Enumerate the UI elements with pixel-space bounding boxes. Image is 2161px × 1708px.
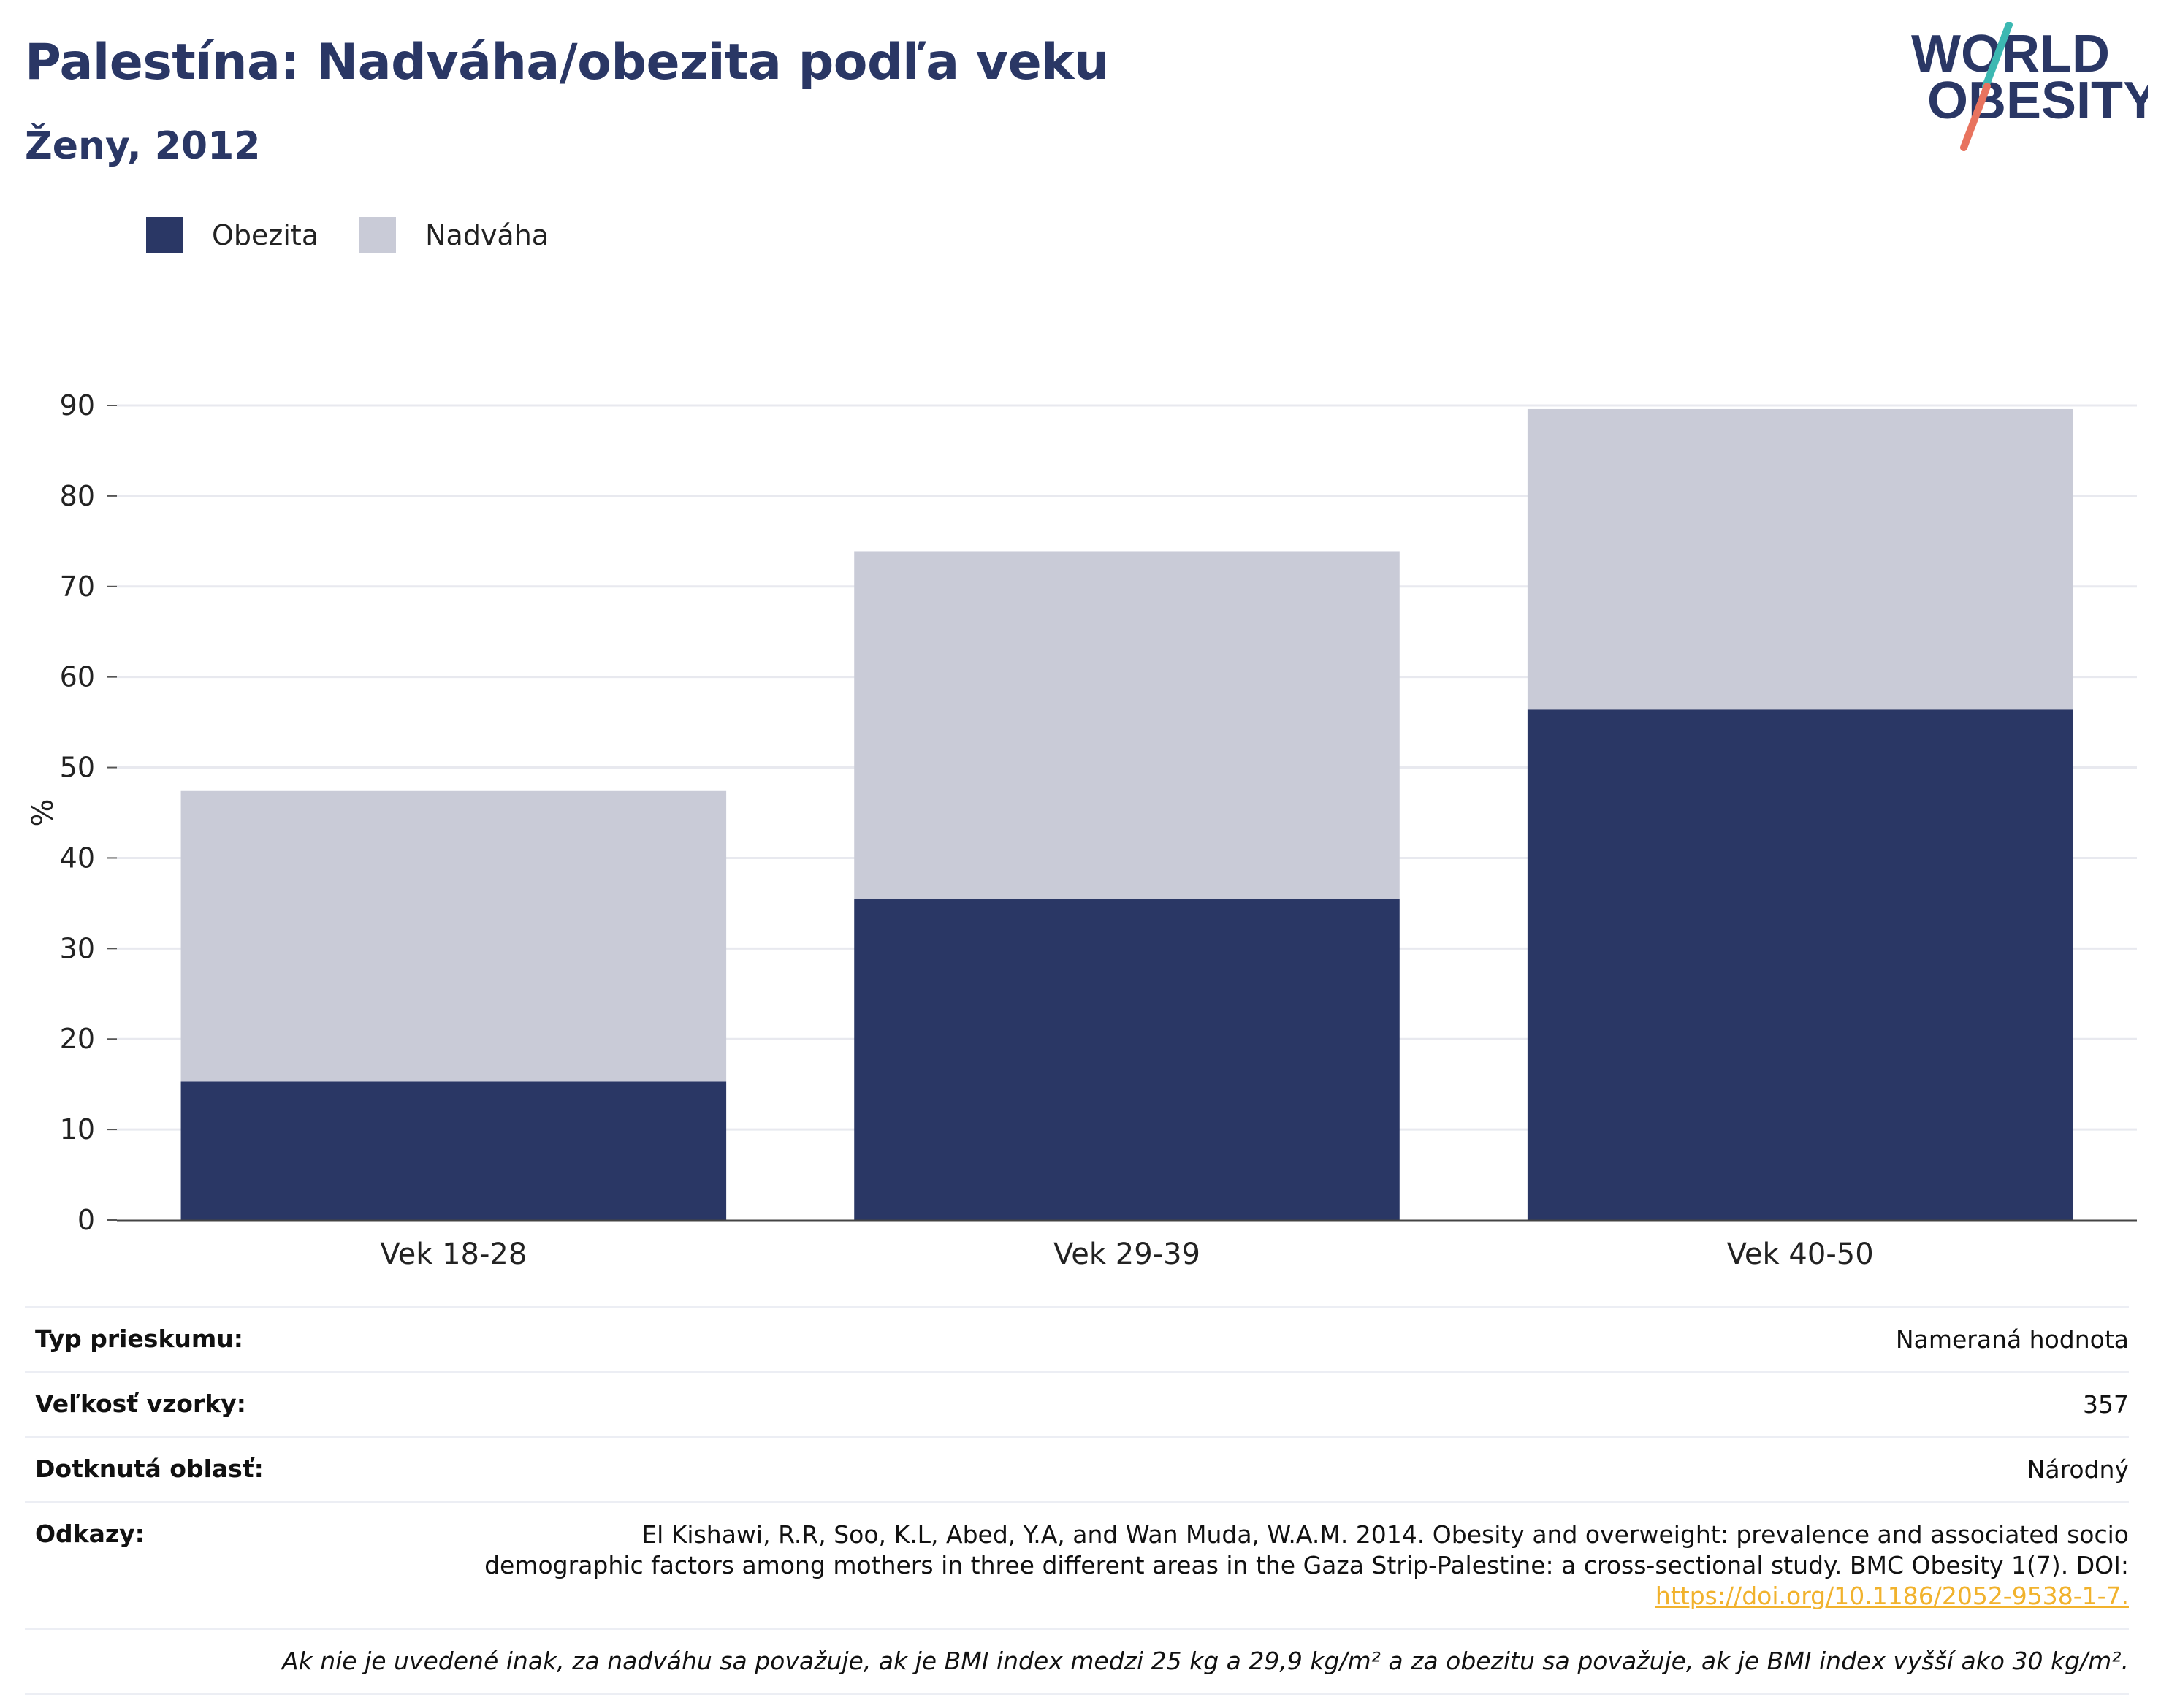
y-axis-label: % (26, 798, 60, 826)
y-tick-label: 90 (60, 389, 95, 422)
x-tick-label: Vek 29-39 (1053, 1238, 1200, 1271)
doi-link[interactable]: https://doi.org/10.1186/2052-9538-1-7. (1655, 1582, 2129, 1610)
references-value: El Kishawi, R.R, Soo, K.L, Abed, Y.A, an… (484, 1520, 2129, 1612)
survey-info-table: Typ prieskumu: Nameraná hodnota Veľkosť … (25, 1306, 2129, 1695)
y-tick-label: 30 (60, 932, 95, 964)
references-text-line-2: demographic factors among mothers in thr… (484, 1551, 2129, 1579)
legend-swatch-obezita (146, 217, 183, 253)
info-row-area: Dotknutá oblasť: Národný (25, 1436, 2129, 1501)
area-label: Dotknutá oblasť: (35, 1455, 264, 1483)
y-tick-label: 40 (60, 842, 95, 874)
references-text-line-1: El Kishawi, R.R, Soo, K.L, Abed, Y.A, an… (641, 1520, 2129, 1549)
legend-item-obezita[interactable]: Obezita (146, 217, 319, 253)
area-value: Národný (2027, 1455, 2129, 1484)
survey-type-label: Typ prieskumu: (35, 1324, 243, 1353)
info-row-references: Odkazy: El Kishawi, R.R, Soo, K.L, Abed,… (25, 1501, 2129, 1628)
y-tick-label: 80 (60, 480, 95, 512)
logo-word-obesity: OBESITY (1927, 72, 2148, 130)
chart-legend: Obezita Nadváha (146, 216, 590, 254)
y-tick-label: 60 (60, 661, 95, 693)
info-row-sample-size: Veľkosť vzorky: 357 (25, 1371, 2129, 1436)
bar-segment-obezita-1: Obezita: 15.3 % (180, 1081, 727, 1220)
legend-swatch-nadvaha (359, 217, 397, 253)
bar-segment-obezita-3: Obezita: 56.4 % (1527, 709, 2073, 1220)
logo-word-world: WORLD (1911, 25, 2110, 83)
logo-slash-coral (1960, 83, 1991, 151)
y-tick-label: 50 (60, 752, 95, 784)
bmi-footnote: Ak nie je uvedené inak, za nadváhu sa po… (282, 1647, 2129, 1675)
legend-item-nadvaha[interactable]: Nadváha (359, 217, 549, 253)
legend-label-obezita: Obezita (212, 219, 319, 251)
survey-type-value: Nameraná hodnota (1895, 1325, 2129, 1354)
chart-title: Palestína: Nadváha/obezita podľa veku (25, 34, 1109, 91)
bar-segment-nadváha-3: Nadváha: 33.2 % (1527, 408, 2073, 710)
logo-slash-teal (1982, 22, 2013, 90)
info-row-survey-type: Typ prieskumu: Nameraná hodnota (25, 1306, 2129, 1371)
y-tick-label: 0 (77, 1204, 95, 1236)
x-tick-label: Vek 18-28 (380, 1238, 527, 1271)
world-obesity-logo: WORLD OBESITY (1911, 22, 2148, 151)
sample-size-value: 357 (2083, 1390, 2129, 1419)
legend-label-nadvaha: Nadváha (425, 219, 549, 251)
y-tick-label: 70 (60, 571, 95, 603)
references-label: Odkazy: (35, 1520, 145, 1548)
y-tick-label: 10 (60, 1113, 95, 1145)
y-tick-label: 20 (60, 1023, 95, 1055)
bar-segment-nadváha-1: Nadváha: 32.1 % (180, 790, 727, 1082)
bar-segment-nadváha-2: Nadváha: 38.4 % (854, 551, 1400, 899)
x-tick-label: Vek 40-50 (1727, 1238, 1874, 1271)
bar-segment-obezita-2: Obezita: 35.5 % (854, 899, 1400, 1220)
chart-subtitle: Ženy, 2012 (25, 124, 261, 168)
info-row-footnote: Ak nie je uvedené inak, za nadváhu sa po… (25, 1628, 2129, 1695)
sample-size-label: Veľkosť vzorky: (35, 1389, 246, 1418)
